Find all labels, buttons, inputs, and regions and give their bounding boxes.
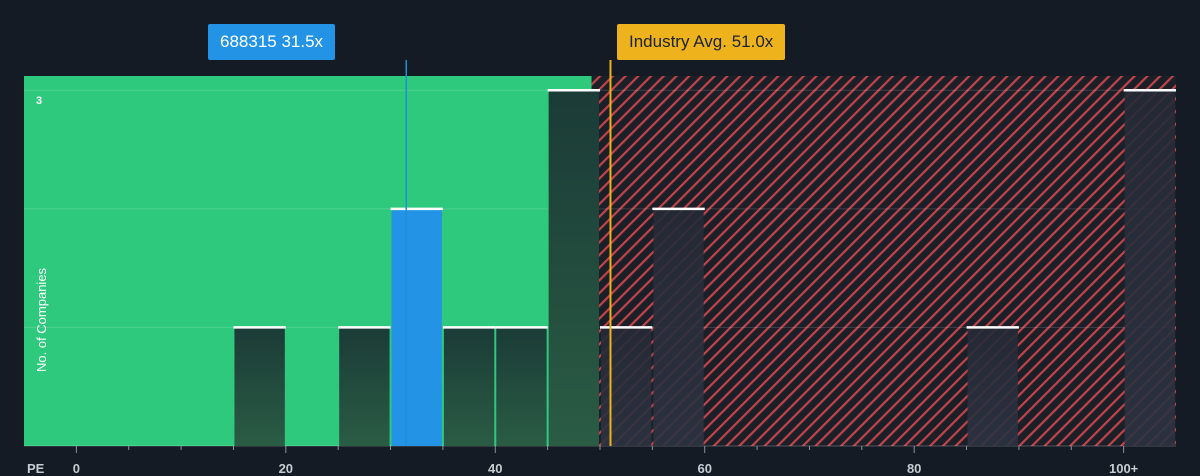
company-bar bbox=[391, 208, 442, 446]
y-axis-label: No. of Companies bbox=[34, 267, 49, 372]
histogram-bar bbox=[653, 208, 704, 446]
histogram-bar bbox=[339, 327, 390, 446]
histogram-bar bbox=[443, 327, 495, 446]
histogram-bar bbox=[601, 327, 652, 446]
y-tick-label: 3 bbox=[36, 95, 42, 107]
x-tick-label: 40 bbox=[488, 461, 502, 476]
bars bbox=[233, 88, 1176, 446]
industry-avg-callout: Industry Avg. 51.0x bbox=[617, 24, 786, 60]
histogram-bar bbox=[548, 90, 599, 446]
company-pe-callout: 688315 31.5x bbox=[208, 24, 336, 60]
histogram-bar bbox=[1124, 90, 1175, 446]
x-axis: 0 20 40 60 80 100+ bbox=[73, 446, 1139, 476]
x-tick-label: 100+ bbox=[1109, 461, 1139, 476]
histogram-bar bbox=[967, 327, 1018, 446]
x-tick-label: 0 bbox=[73, 461, 80, 476]
x-axis-label: PE bbox=[27, 461, 45, 476]
x-tick-label: 80 bbox=[907, 461, 921, 476]
x-tick-label: 20 bbox=[279, 461, 293, 476]
histogram-bar bbox=[496, 327, 547, 446]
histogram-bar bbox=[234, 327, 285, 446]
x-tick-label: 60 bbox=[697, 461, 711, 476]
